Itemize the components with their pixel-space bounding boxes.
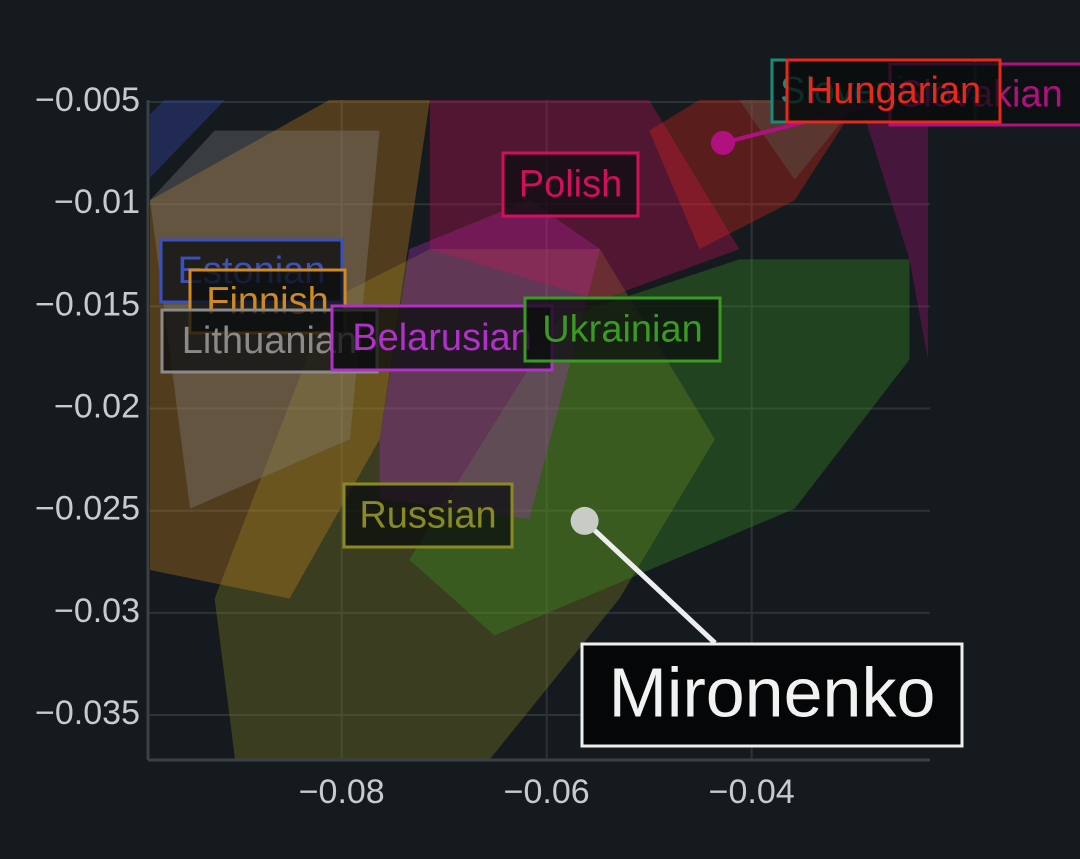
label-box: [523, 296, 722, 363]
group-label: Russian: [359, 495, 496, 537]
label-box: [330, 304, 554, 372]
y-tick-label: −0.01: [54, 183, 140, 221]
y-tick-label: −0.025: [35, 490, 140, 528]
group-point: [710, 130, 735, 155]
group-hull: [649, 100, 860, 250]
label-box: [501, 151, 640, 218]
label-box: [580, 642, 964, 748]
group-label: Hungarian: [806, 70, 981, 112]
y-tick-label: −0.02: [54, 388, 140, 426]
point-label: Mironenko: [609, 653, 936, 731]
group-label: Polish: [519, 164, 623, 206]
group-hull: [150, 100, 225, 178]
label-box: [342, 482, 514, 549]
group-hull: [859, 100, 928, 360]
leader-line: [582, 519, 717, 645]
y-tick-label: −0.035: [35, 694, 140, 732]
x-tick-label: −0.08: [299, 773, 385, 811]
group-hull: [409, 259, 910, 636]
group-label: Lithuanian: [182, 320, 357, 362]
group-label: Ukrainian: [542, 309, 703, 351]
label-box: [785, 58, 1002, 124]
x-tick-label: −0.06: [504, 773, 590, 811]
y-tick-label: −0.015: [35, 285, 140, 323]
group-label: Belarusian: [352, 317, 532, 359]
highlight-point: [570, 506, 599, 535]
x-tick-label: −0.04: [709, 773, 795, 811]
y-tick-label: −0.005: [35, 81, 140, 119]
y-tick-label: −0.03: [54, 592, 140, 630]
